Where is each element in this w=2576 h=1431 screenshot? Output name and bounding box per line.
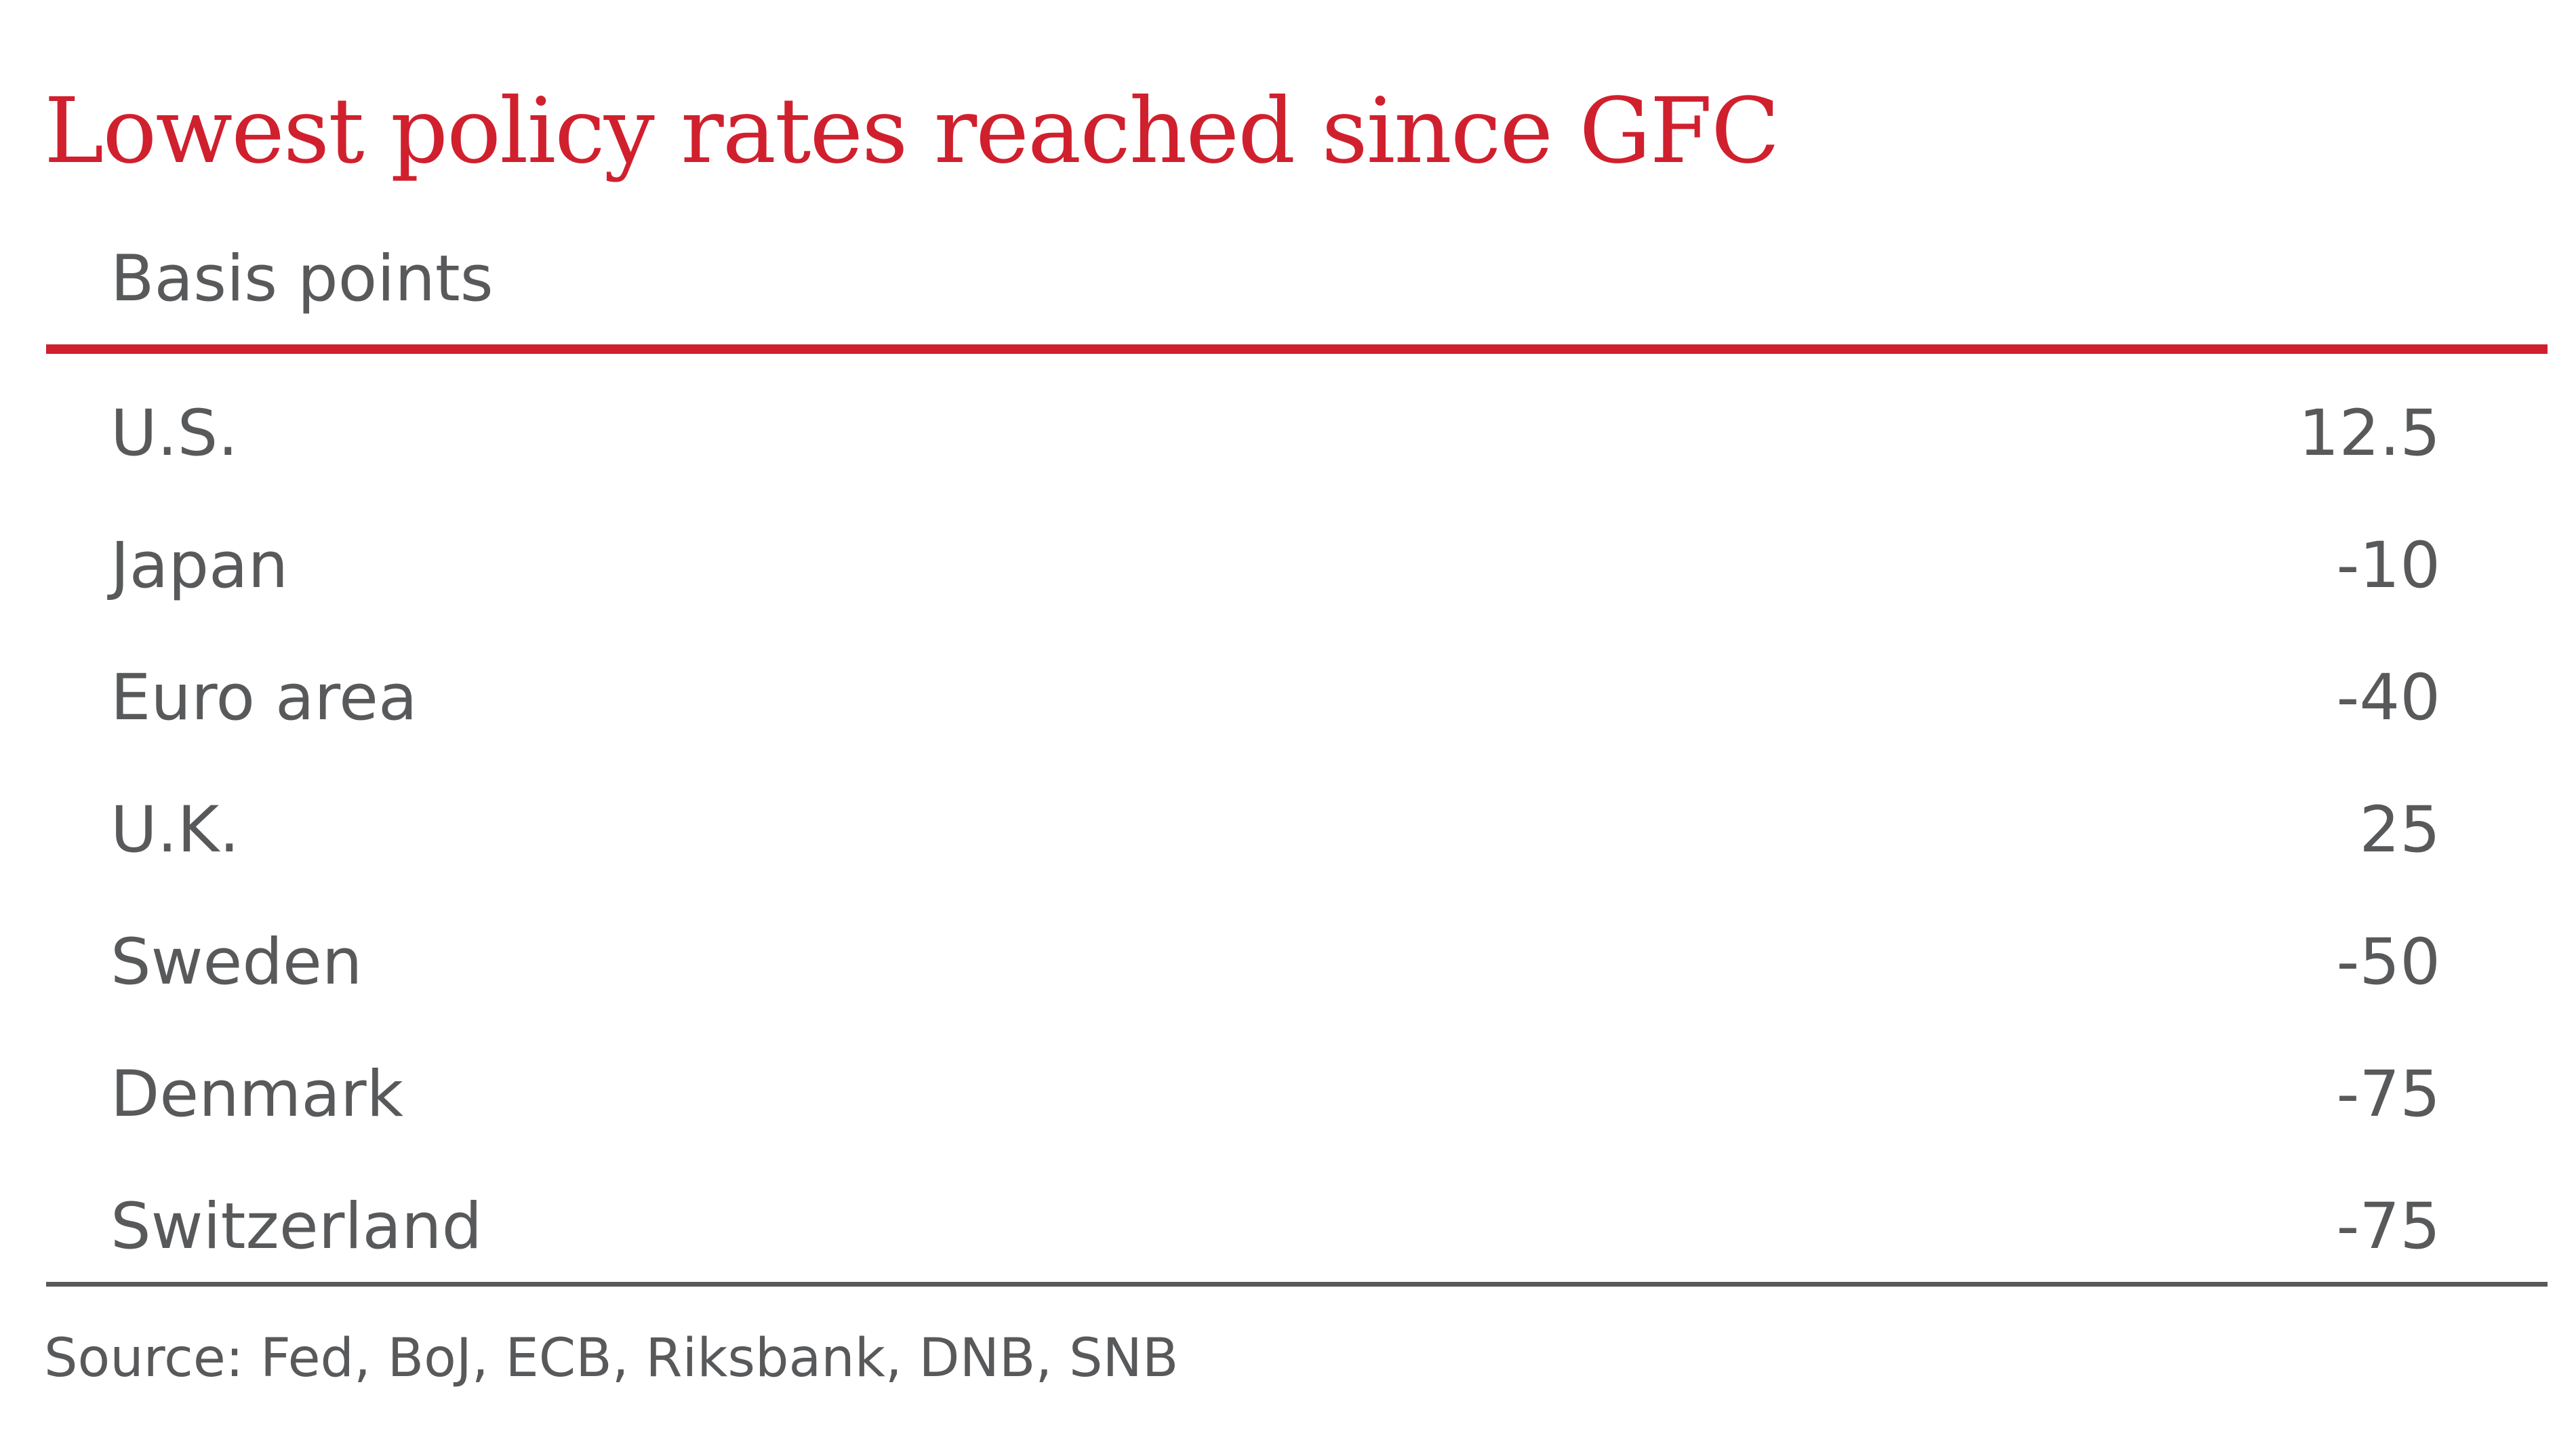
row-label: U.K. <box>110 793 240 867</box>
footer-rule <box>46 1282 2548 1287</box>
row-label: Switzerland <box>110 1190 483 1264</box>
table-row: Euro area -40 <box>110 651 2440 746</box>
table-row: Sweden -50 <box>110 915 2440 1010</box>
header-rule <box>46 344 2548 354</box>
table-row: U.S. 12.5 <box>110 386 2440 481</box>
row-value: -10 <box>2336 529 2440 603</box>
row-value: -50 <box>2336 925 2440 999</box>
source-note: Source: Fed, BoJ, ECB, Riksbank, DNB, SN… <box>44 1328 1179 1389</box>
table-row: Switzerland -75 <box>110 1180 2440 1274</box>
table-row: U.K. 25 <box>110 783 2440 878</box>
table-row: Denmark -75 <box>110 1047 2440 1142</box>
table-row: Japan -10 <box>110 519 2440 613</box>
chart-title: Lowest policy rates reached since GFC <box>44 79 1780 184</box>
row-value: 25 <box>2359 793 2440 867</box>
row-value: -75 <box>2336 1057 2440 1131</box>
row-value: -75 <box>2336 1190 2440 1264</box>
unit-label: Basis points <box>110 242 494 316</box>
row-label: Euro area <box>110 661 418 735</box>
row-label: Japan <box>110 529 289 603</box>
row-value: 12.5 <box>2298 397 2440 470</box>
row-label: Denmark <box>110 1057 404 1131</box>
row-value: -40 <box>2336 661 2440 735</box>
row-label: U.S. <box>110 397 239 470</box>
row-label: Sweden <box>110 925 363 999</box>
